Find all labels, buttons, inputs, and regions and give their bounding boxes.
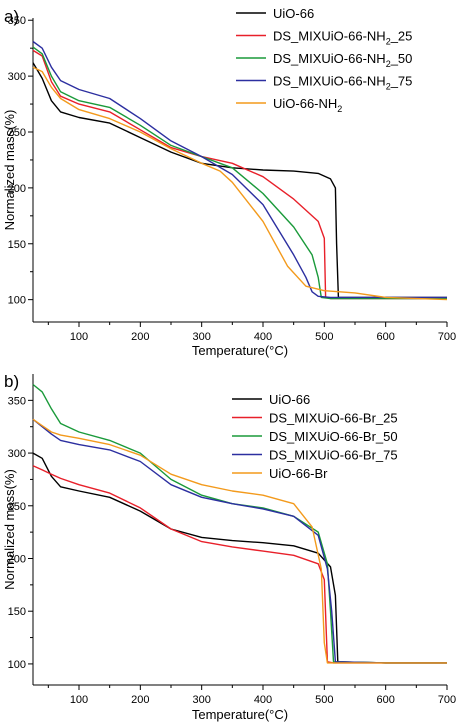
panel-label: b) xyxy=(4,372,19,391)
x-tick-label: 400 xyxy=(254,694,272,706)
legend-label: UiO-66 xyxy=(269,392,310,407)
y-tick-label: 100 xyxy=(8,295,26,307)
y-tick-label: 200 xyxy=(8,553,26,565)
legend-item: DS_MIXUiO-66-NH2_50 xyxy=(236,51,412,69)
legend-label: DS_MIXUiO-66-Br_25 xyxy=(269,411,398,426)
series-line-3 xyxy=(32,46,447,300)
y-tick-label: 100 xyxy=(8,659,26,671)
x-tick-label: 200 xyxy=(131,331,149,343)
series-line-4 xyxy=(32,40,447,299)
legend-label: UiO-66-Br xyxy=(269,466,328,481)
legend-item: UiO-66-Br xyxy=(232,466,328,481)
x-tick-label: 700 xyxy=(438,694,456,706)
legend-item: DS_MIXUiO-66-NH2_75 xyxy=(236,74,412,92)
series-line-4 xyxy=(32,418,447,664)
y-tick-label: 300 xyxy=(8,71,26,83)
y-axis-title: Normalized mass(%) xyxy=(2,469,17,590)
series-lines xyxy=(32,383,447,664)
legend-item: UiO-66 xyxy=(232,392,310,407)
y-tick-label: 300 xyxy=(8,448,26,460)
x-tick-label: 100 xyxy=(70,331,88,343)
x-tick-label: 700 xyxy=(438,331,456,343)
legend: UiO-66 DS_MIXUiO-66-Br_25 DS_MIXUiO-66-Br_… xyxy=(232,392,398,481)
legend-label: UiO-66 xyxy=(273,6,314,21)
x-tick-label: 400 xyxy=(254,331,272,343)
legend-item: UiO-66-NH2 xyxy=(236,96,342,114)
legend-label: DS_MIXUiO-66-NH2_25 xyxy=(273,29,412,47)
panel-b: b) 100 200 300 400 500 600 700 100 150 200 250 300 35… xyxy=(2,372,456,722)
y-tick-label: 150 xyxy=(8,239,26,251)
series-line-1 xyxy=(32,452,447,664)
legend-label: DS_MIXUiO-66-NH2_50 xyxy=(273,51,412,69)
panel-label: a) xyxy=(4,7,19,26)
series-line-5 xyxy=(32,66,448,301)
x-tick-label: 200 xyxy=(131,694,149,706)
series-line-5 xyxy=(32,418,447,664)
series-line-1 xyxy=(32,62,447,299)
legend-label: UiO-66-NH2 xyxy=(273,96,342,114)
legend-item: DS_MIXUiO-66-NH2_25 xyxy=(236,29,412,47)
x-tick-label: 600 xyxy=(376,694,394,706)
legend-label: DS_MIXUiO-66-NH2_75 xyxy=(273,74,412,92)
y-tick-label: 250 xyxy=(8,501,26,513)
x-tick-label: 100 xyxy=(70,694,88,706)
panel-a: a) 100 200 300 400 500 600 700 100 150 200 250 300 35… xyxy=(2,6,456,358)
y-tick-label: 250 xyxy=(8,127,26,139)
y-tick-label: 350 xyxy=(8,395,26,407)
legend-item: DS_MIXUiO-66-Br_75 xyxy=(232,448,398,463)
x-axis-title: Temperature(°C) xyxy=(192,343,288,358)
x-tick-label: 500 xyxy=(315,694,333,706)
series-line-3 xyxy=(32,383,447,664)
y-tick-label: 200 xyxy=(8,183,26,195)
x-tick-label: 300 xyxy=(192,331,210,343)
legend-item: DS_MIXUiO-66-Br_50 xyxy=(232,429,398,444)
x-tick-label: 600 xyxy=(376,331,394,343)
legend: UiO-66 DS_MIXUiO-66-NH2_25 DS_MIXUiO-66-NH… xyxy=(236,6,412,114)
x-tick-label: 500 xyxy=(315,331,333,343)
legend-item: DS_MIXUiO-66-Br_25 xyxy=(232,411,398,426)
x-tick-label: 300 xyxy=(192,694,210,706)
y-tick-label: 150 xyxy=(8,606,26,618)
x-axis-title: Temperature(°C) xyxy=(192,707,288,722)
legend-label: DS_MIXUiO-66-Br_50 xyxy=(269,429,398,444)
series-line-2 xyxy=(32,465,447,664)
series-lines xyxy=(32,40,448,301)
y-axis-title: Normalized mass(%) xyxy=(2,110,17,231)
legend-label: DS_MIXUiO-66-Br_75 xyxy=(269,448,398,463)
y-tick-label: 350 xyxy=(8,15,26,27)
legend-item: UiO-66 xyxy=(236,6,314,21)
